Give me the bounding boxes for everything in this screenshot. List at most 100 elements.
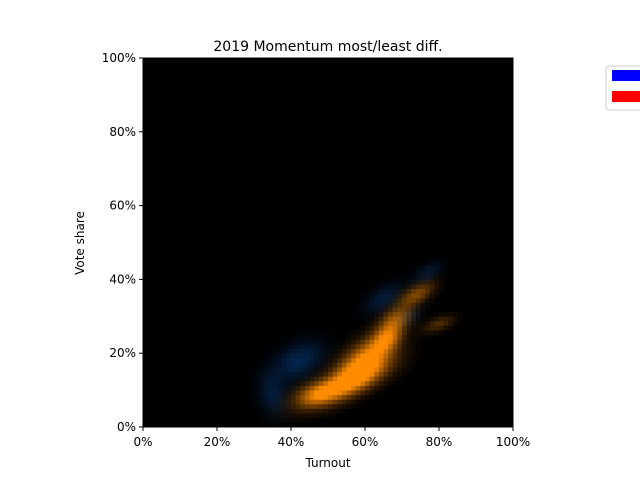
heatmap-cell — [420, 307, 426, 313]
heatmap-cell — [323, 399, 329, 405]
heatmap-cell — [258, 390, 264, 396]
heatmap-cell — [388, 362, 394, 368]
heatmap-cell — [420, 330, 426, 336]
heatmap-cell — [365, 357, 371, 363]
heatmap-cell — [402, 343, 408, 349]
heatmap-cell — [267, 357, 273, 363]
heatmap-cell — [388, 330, 394, 336]
heatmap-cell — [429, 325, 435, 331]
heatmap-cell — [369, 362, 375, 368]
heatmap-cell — [295, 334, 301, 340]
heatmap-cell — [286, 371, 292, 377]
heatmap-cell — [346, 343, 352, 349]
heatmap-cell — [425, 311, 431, 317]
heatmap-cell — [304, 348, 310, 354]
heatmap-cell — [411, 353, 417, 359]
heatmap-cell — [258, 408, 264, 414]
heatmap-cell — [337, 399, 343, 405]
heatmap-cell — [402, 330, 408, 336]
heatmap-cell — [388, 348, 394, 354]
heatmap-cell — [314, 390, 320, 396]
heatmap-cell — [263, 422, 269, 428]
heatmap-cell — [254, 376, 260, 382]
heatmap-cell — [383, 311, 389, 317]
heatmap-cell — [295, 403, 301, 409]
heatmap-cell — [254, 385, 260, 391]
heatmap-cell — [406, 362, 412, 368]
y-axis-ticks: 0% 20% 40% 60% 80% 100% — [102, 51, 143, 434]
heatmap-cell — [374, 353, 380, 359]
heatmap-cell — [346, 403, 352, 409]
heatmap-cell — [351, 380, 357, 386]
heatmap-cell — [332, 380, 338, 386]
heatmap-cell — [281, 408, 287, 414]
heatmap-cell — [429, 256, 435, 262]
heatmap-cell — [397, 279, 403, 285]
heatmap-cell — [304, 343, 310, 349]
heatmap-cell — [388, 371, 394, 377]
heatmap-cell — [374, 380, 380, 386]
heatmap-cell — [360, 325, 366, 331]
heatmap-cell — [402, 316, 408, 322]
heatmap-cell — [425, 307, 431, 313]
heatmap-cell — [300, 353, 306, 359]
heatmap-cell — [318, 334, 324, 340]
heatmap-cell — [378, 297, 384, 303]
heatmap-cell — [355, 390, 361, 396]
heatmap-cell — [332, 330, 338, 336]
heatmap-cell — [291, 394, 297, 400]
heatmap-cell — [337, 394, 343, 400]
heatmap-cell — [351, 362, 357, 368]
heatmap-cell — [369, 394, 375, 400]
heatmap-cell — [267, 380, 273, 386]
heatmap-cell — [397, 353, 403, 359]
heatmap-cell — [300, 408, 306, 414]
heatmap-cell — [406, 302, 412, 308]
heatmap-cell — [397, 357, 403, 363]
heatmap-cell — [291, 403, 297, 409]
heatmap-cell — [346, 376, 352, 382]
heatmap-cell — [355, 334, 361, 340]
heatmap-cell — [365, 311, 371, 317]
heatmap-cell — [402, 279, 408, 285]
heatmap-cell — [291, 390, 297, 396]
heatmap-cell — [397, 362, 403, 368]
heatmap-cell — [286, 353, 292, 359]
heatmap-cell — [374, 320, 380, 326]
heatmap-cell — [397, 288, 403, 294]
heatmap-cell — [258, 385, 264, 391]
heatmap-cell — [365, 399, 371, 405]
heatmap-cell — [402, 362, 408, 368]
heatmap-cell — [383, 339, 389, 345]
heatmap-cell — [402, 353, 408, 359]
heatmap-cell — [267, 390, 273, 396]
heatmap-cell — [304, 380, 310, 386]
heatmap-cell — [337, 385, 343, 391]
heatmap-cell — [272, 403, 278, 409]
heatmap-cell — [443, 256, 449, 262]
heatmap-cell — [402, 367, 408, 373]
heatmap-cell — [388, 316, 394, 322]
heatmap-cell — [300, 343, 306, 349]
heatmap-cell — [286, 343, 292, 349]
heatmap-cell — [309, 367, 315, 373]
heatmap-cell — [304, 399, 310, 405]
heatmap-cell — [425, 293, 431, 299]
heatmap-cell — [411, 311, 417, 317]
heatmap-cell — [291, 330, 297, 336]
heatmap-cell — [443, 279, 449, 285]
heatmap-cell — [277, 353, 283, 359]
heatmap-cell — [254, 367, 260, 373]
heatmap-cell — [355, 385, 361, 391]
heatmap-cell — [249, 380, 255, 386]
heatmap-cell — [314, 343, 320, 349]
heatmap-cell — [304, 325, 310, 331]
legend-swatch — [612, 91, 640, 102]
heatmap-cell — [452, 311, 458, 317]
heatmap-cell — [383, 284, 389, 290]
heatmap-cell — [346, 385, 352, 391]
heatmap-cell — [411, 320, 417, 326]
heatmap-cell — [374, 297, 380, 303]
heatmap-cell — [328, 399, 334, 405]
heatmap-cell — [388, 274, 394, 280]
